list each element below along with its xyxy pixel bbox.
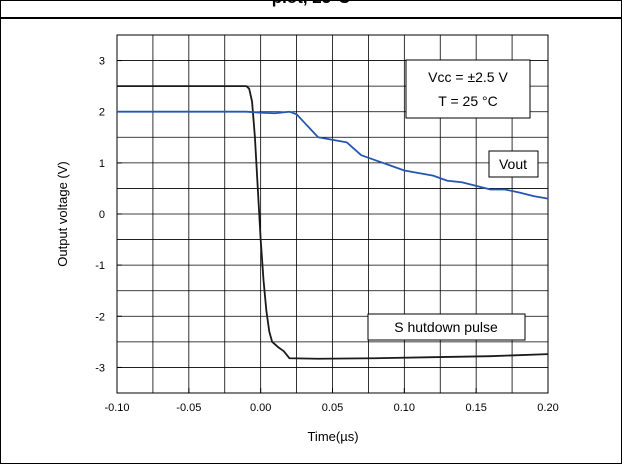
x-tick-label: 0.10 xyxy=(394,402,415,414)
temperature-annotation: T = 25 °C xyxy=(438,93,497,109)
y-tick-label: -1 xyxy=(95,260,105,272)
series-line-vout xyxy=(117,110,549,200)
axis-ticks xyxy=(116,60,549,393)
y-tick-label: 0 xyxy=(99,209,105,221)
y-tick-label: -3 xyxy=(95,362,105,374)
y-tick-label: 3 xyxy=(99,56,105,68)
conditions-box xyxy=(405,59,531,119)
series-layer xyxy=(117,85,549,360)
x-axis-title: Time(µs) xyxy=(307,429,358,444)
x-tick-label: 0.05 xyxy=(322,402,343,414)
y-tick-labels: -3 -2 -1 0 1 2 3 xyxy=(95,56,105,375)
y-tick-label: 1 xyxy=(99,158,105,170)
series-line-shutdown-pulse xyxy=(117,85,549,360)
pulse-label-box xyxy=(367,313,526,341)
x-tick-label: -0.10 xyxy=(104,402,129,414)
vcc-annotation: Vcc = ±2.5 V xyxy=(428,69,508,85)
x-tick-label: -0.05 xyxy=(176,402,201,414)
vout-series-label: Vout xyxy=(499,156,527,172)
y-axis-title: Output voltage (V) xyxy=(55,161,70,267)
cropped-figure-title: plot, 25°C xyxy=(0,0,622,8)
x-tick-label: 0.00 xyxy=(250,402,271,414)
x-tick-label: 0.20 xyxy=(537,402,558,414)
vout-label-box xyxy=(488,150,539,178)
x-tick-label: 0.15 xyxy=(465,402,486,414)
cropped-title-text: plot, 25°C xyxy=(0,0,622,8)
y-tick-label: -2 xyxy=(95,311,105,323)
y-tick-label: 2 xyxy=(99,107,105,119)
title-separator-rule xyxy=(0,17,622,19)
x-tick-labels: -0.10 -0.05 0.00 0.05 0.10 0.15 0.20 xyxy=(104,402,558,414)
shutdown-pulse-series-label: S hutdown pulse xyxy=(394,319,498,335)
